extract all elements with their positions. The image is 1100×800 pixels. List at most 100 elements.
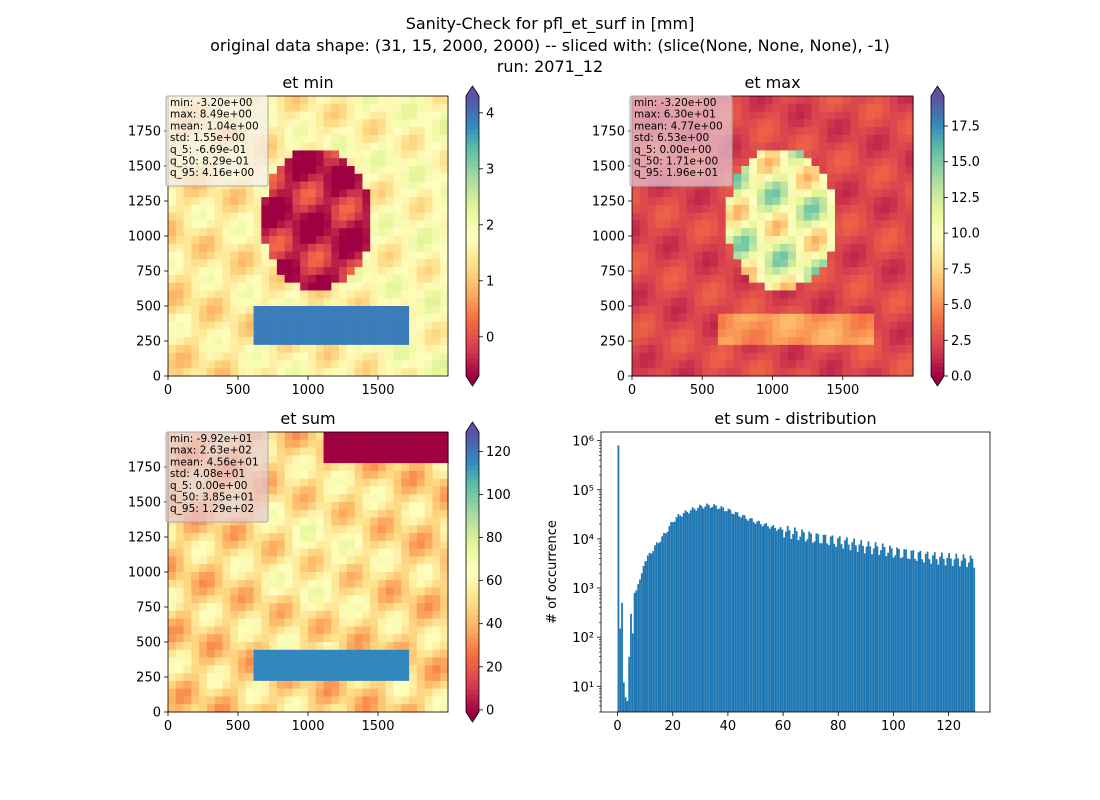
heatmap-cell bbox=[811, 344, 820, 354]
heatmap-cell bbox=[331, 204, 340, 214]
heatmap-cell bbox=[694, 243, 703, 253]
heatmap-cell bbox=[432, 111, 441, 120]
heatmap-cell bbox=[315, 657, 325, 666]
heatmap-cell bbox=[284, 665, 294, 674]
heatmap-cell bbox=[819, 111, 828, 120]
heatmap-cell bbox=[424, 158, 434, 167]
heatmap-cell bbox=[873, 329, 883, 338]
heatmap-cell bbox=[339, 259, 348, 268]
heatmap-cell bbox=[393, 181, 402, 190]
heatmap-cell bbox=[168, 197, 177, 206]
colorbar-segment bbox=[466, 161, 479, 167]
histogram-bar bbox=[966, 567, 968, 712]
heatmap-cell bbox=[671, 236, 680, 245]
heatmap-cell bbox=[756, 352, 766, 362]
heatmap-cell bbox=[230, 313, 239, 323]
heatmap-cell bbox=[276, 509, 286, 519]
heatmap-cell bbox=[222, 313, 231, 323]
heatmap-cell bbox=[315, 564, 325, 573]
histogram-bar bbox=[833, 543, 836, 712]
heatmap-cell bbox=[795, 173, 805, 183]
colorbar-segment bbox=[466, 506, 479, 512]
heatmap-cell bbox=[245, 360, 255, 369]
heatmap-cell bbox=[370, 533, 379, 542]
heatmap-cell bbox=[276, 439, 286, 449]
heatmap-cell bbox=[362, 368, 371, 377]
heatmap-cell bbox=[393, 313, 402, 323]
heatmap-cell bbox=[214, 634, 224, 643]
heatmap-cell bbox=[756, 282, 766, 292]
heatmap-cell bbox=[702, 243, 711, 253]
heatmap-cell bbox=[409, 243, 418, 253]
heatmap-cell bbox=[780, 189, 789, 198]
heatmap-cell bbox=[385, 368, 395, 377]
heatmap-cell bbox=[354, 502, 364, 511]
heatmap-cell bbox=[378, 173, 387, 183]
heatmap-cell bbox=[409, 595, 418, 604]
heatmap-cell bbox=[897, 368, 906, 377]
heatmap-cell bbox=[370, 595, 379, 604]
heatmap-cell bbox=[881, 251, 891, 260]
heatmap-cell bbox=[905, 189, 914, 198]
heatmap-cell bbox=[694, 337, 703, 346]
heatmap-cell bbox=[269, 517, 278, 526]
heatmap-cell bbox=[850, 150, 859, 159]
heatmap-cell bbox=[276, 103, 286, 113]
heatmap-cell bbox=[795, 220, 805, 229]
heatmap-cell bbox=[308, 688, 317, 698]
heatmap-cell bbox=[378, 533, 387, 542]
colorbar-segment bbox=[466, 446, 479, 452]
colorbar-segment bbox=[466, 352, 479, 358]
heatmap-cell bbox=[370, 204, 379, 214]
heatmap-cell bbox=[741, 251, 750, 260]
heatmap-cell bbox=[214, 197, 224, 206]
heatmap-cell bbox=[331, 282, 340, 292]
heatmap-cell bbox=[284, 610, 294, 620]
heatmap-cell bbox=[300, 368, 309, 377]
colorbar-segment bbox=[466, 674, 479, 680]
heatmap-cell bbox=[393, 368, 402, 377]
heatmap-cell bbox=[393, 673, 402, 682]
heatmap-cell bbox=[424, 533, 434, 542]
heatmap-cell bbox=[370, 368, 379, 377]
heatmap-cell bbox=[393, 251, 402, 260]
heatmap-cell bbox=[284, 189, 294, 198]
heatmap-cell bbox=[323, 579, 332, 589]
colorbar-segment bbox=[931, 198, 944, 204]
heatmap-cell bbox=[811, 134, 820, 144]
heatmap-cell bbox=[393, 166, 402, 175]
heatmap-cell bbox=[440, 197, 449, 206]
stats-line: mean: 4.56e+01 bbox=[170, 456, 259, 468]
heatmap-cell bbox=[385, 587, 395, 596]
heatmap-cell bbox=[416, 204, 426, 214]
heatmap-cell bbox=[803, 259, 813, 268]
histogram-bar bbox=[654, 545, 656, 712]
heatmap-cell bbox=[401, 478, 410, 488]
heatmap-cell bbox=[300, 166, 309, 175]
heatmap-cell bbox=[378, 96, 387, 105]
heatmap-cell bbox=[889, 181, 898, 190]
heatmap-cell bbox=[276, 540, 286, 550]
heatmap-cell bbox=[292, 610, 301, 620]
heatmap-cell bbox=[827, 298, 836, 307]
heatmap-cell bbox=[292, 360, 301, 369]
heatmap-cell bbox=[331, 478, 340, 488]
heatmap-cell bbox=[905, 111, 914, 120]
heatmap-cell bbox=[725, 274, 735, 284]
heatmap-cell bbox=[292, 259, 301, 268]
heatmap-cell bbox=[370, 173, 379, 183]
heatmap-cell bbox=[199, 290, 208, 299]
histogram-bar bbox=[946, 557, 949, 712]
heatmap-cell bbox=[168, 306, 177, 315]
heatmap-cell bbox=[370, 220, 379, 229]
heatmap-cell bbox=[393, 556, 402, 565]
heatmap-cell bbox=[409, 657, 418, 666]
heatmap-cell bbox=[393, 502, 402, 511]
heatmap-cell bbox=[199, 564, 208, 573]
heatmap-cell bbox=[401, 463, 410, 472]
heatmap-cell bbox=[409, 478, 418, 488]
heatmap-cell bbox=[741, 290, 750, 299]
heatmap-cell bbox=[222, 680, 231, 690]
heatmap-cell bbox=[168, 274, 177, 284]
heatmap-cell bbox=[686, 337, 696, 346]
